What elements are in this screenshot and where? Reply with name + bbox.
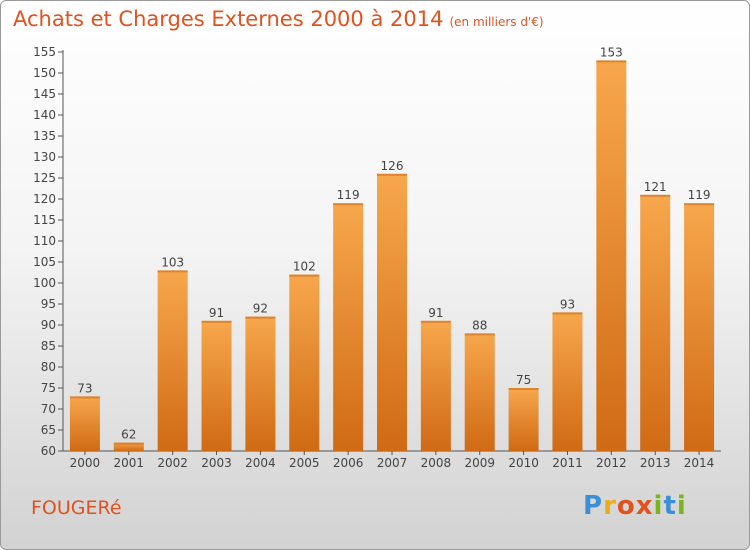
bar [684,203,715,451]
proxiti-logo: Proxiti [583,491,687,521]
x-tick-label: 2006 [333,456,364,470]
bar [69,396,100,451]
bar [157,270,188,451]
data-label: 121 [644,180,667,194]
x-tick-label: 2010 [508,456,539,470]
bar [596,60,627,452]
x-tick-label: 2004 [245,456,276,470]
bar [464,333,495,451]
data-label: 88 [472,318,487,332]
x-tick-label: 2014 [684,456,715,470]
x-tick-label: 2002 [157,456,188,470]
logo-letter: o [616,491,636,521]
bar-top-edge [508,388,539,390]
y-tick-label: 120 [33,192,56,206]
logo-letter: x [635,491,654,521]
title-text: Achats et Charges Externes 2000 à 2014 [13,7,444,31]
data-label: 91 [209,306,224,320]
y-tick-label: 115 [33,213,56,227]
logo-letter: r [603,491,617,521]
data-label: 102 [293,260,316,274]
data-label: 119 [337,188,360,202]
logo-letter: i [653,491,664,521]
data-label: 75 [516,373,531,387]
bar [113,442,144,451]
logo-letter: t [663,491,677,521]
bar-top-edge [420,320,451,323]
y-tick-label: 130 [33,150,56,164]
x-tick-label: 2011 [552,456,583,470]
logo-letter: P [583,491,604,521]
unit-label: (en milliers d'€) [449,15,544,29]
bar [508,388,539,451]
data-label: 126 [381,159,404,173]
data-label: 119 [688,188,711,202]
y-tick-label: 85 [41,339,56,353]
y-tick-label: 155 [33,45,56,59]
y-tick-label: 80 [41,360,56,374]
y-tick-label: 145 [33,87,56,101]
y-tick-label: 60 [41,444,56,458]
y-tick-label: 90 [41,318,56,332]
bar [552,312,583,451]
bar [333,203,364,451]
y-tick-label: 125 [33,171,56,185]
bar [289,274,320,451]
x-tick-label: 2008 [421,456,452,470]
x-tick-label: 2001 [114,456,145,470]
x-tick-label: 2000 [70,456,101,470]
bar-top-edge [377,173,407,176]
data-label: 92 [253,302,268,316]
data-label: 103 [161,255,184,269]
x-tick-label: 2012 [596,456,627,470]
bar [420,320,451,451]
bar-top-edge [464,333,495,336]
x-tick-label: 2005 [289,456,320,470]
y-tick-label: 105 [33,255,56,269]
bar [245,316,276,451]
y-tick-label: 65 [41,423,56,437]
y-tick-label: 100 [33,276,56,290]
x-tick-label: 2003 [201,456,232,470]
bar [201,320,232,451]
data-label: 91 [428,306,443,320]
bar-top-edge [201,320,232,323]
bar-top-edge [157,270,188,273]
bar-top-edge [684,203,715,206]
logo-letter: i [676,491,687,521]
bar-top-edge [552,312,583,315]
bar [640,194,671,452]
y-tick-label: 70 [41,402,56,416]
y-tick-label: 135 [33,129,56,143]
bar-top-edge [69,396,100,399]
data-label: 62 [121,428,136,442]
x-tick-label: 2013 [640,456,671,470]
chart-title: Achats et Charges Externes 2000 à 2014 (e… [13,7,544,31]
x-tick-label: 2007 [377,456,408,470]
bar-top-edge [289,274,320,277]
bar-top-edge [113,442,144,445]
bar [377,173,407,452]
data-label: 93 [560,297,575,311]
y-tick-label: 140 [33,108,56,122]
bar-top-edge [333,203,364,206]
y-tick-label: 110 [33,234,56,248]
bar-top-edge [596,60,627,63]
y-tick-label: 95 [41,297,56,311]
bar-top-edge [640,194,671,197]
y-tick-label: 75 [41,381,56,395]
x-tick-label: 2009 [464,456,495,470]
data-label: 153 [600,45,623,59]
bar-top-edge [245,316,276,319]
data-label: 73 [77,381,92,395]
location-name: FOUGERé [31,497,122,519]
y-tick-label: 150 [33,66,56,80]
